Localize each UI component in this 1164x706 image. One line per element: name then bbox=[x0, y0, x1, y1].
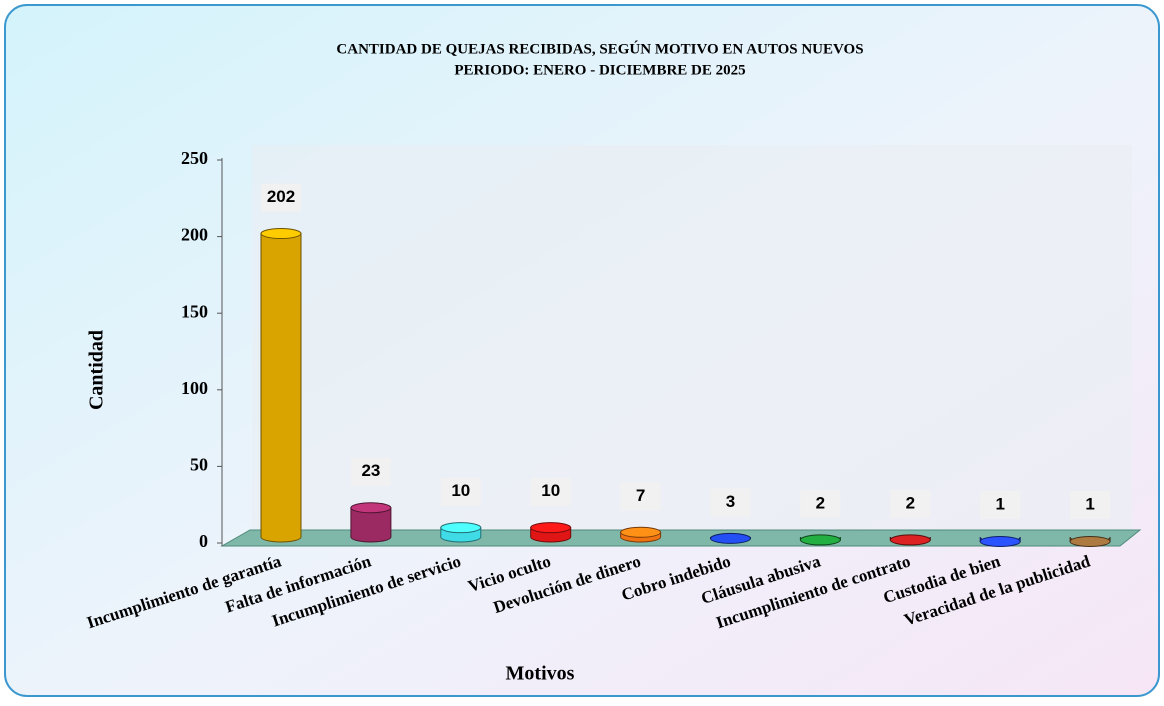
value-label: 2 bbox=[816, 493, 825, 512]
y-tick-label: 0 bbox=[199, 531, 208, 551]
value-label-box bbox=[800, 489, 841, 518]
bar bbox=[530, 522, 572, 543]
bar-cap bbox=[1069, 535, 1111, 547]
bar bbox=[889, 534, 931, 546]
value-label-box bbox=[440, 477, 481, 506]
bar bbox=[260, 228, 302, 543]
bar-cap bbox=[979, 535, 1021, 547]
bar-cap bbox=[350, 502, 392, 514]
y-tick-label: 100 bbox=[181, 378, 208, 398]
value-label-box bbox=[1070, 491, 1111, 519]
value-label-box bbox=[530, 477, 571, 506]
value-label-box bbox=[710, 488, 751, 517]
bar bbox=[350, 502, 392, 543]
bar-cap bbox=[620, 526, 662, 538]
value-label: 7 bbox=[636, 486, 645, 505]
plot-area bbox=[252, 145, 1132, 530]
bar-cap bbox=[260, 228, 302, 240]
bar-cap bbox=[889, 534, 931, 546]
value-label-box bbox=[890, 489, 931, 518]
y-axis-label: Cantidad bbox=[86, 330, 108, 410]
bar-body bbox=[350, 507, 392, 543]
value-label: 2 bbox=[906, 493, 915, 512]
value-label-box bbox=[620, 482, 661, 511]
bar-cap bbox=[440, 522, 482, 534]
bar-cap bbox=[710, 532, 751, 544]
value-label-box bbox=[261, 183, 301, 212]
value-label-box bbox=[980, 491, 1021, 519]
y-tick-label: 150 bbox=[181, 301, 208, 321]
bar-body bbox=[260, 233, 302, 543]
value-label: 1 bbox=[995, 494, 1004, 513]
y-tick-label: 250 bbox=[181, 148, 208, 168]
value-label: 3 bbox=[726, 492, 735, 511]
bar-cap bbox=[799, 534, 841, 546]
bar bbox=[1069, 535, 1111, 547]
bar-cap bbox=[530, 522, 572, 534]
value-label: 10 bbox=[541, 481, 560, 500]
x-axis-label: Motivos bbox=[506, 663, 575, 685]
y-tick-label: 50 bbox=[190, 455, 208, 475]
bar bbox=[710, 532, 751, 544]
value-label: 1 bbox=[1085, 494, 1094, 513]
y-tick-label: 200 bbox=[181, 225, 208, 245]
chart-subtitle: PERIODO: ENERO - DICIEMBRE DE 2025 bbox=[454, 62, 745, 78]
value-label-box bbox=[350, 457, 391, 486]
value-label: 202 bbox=[267, 187, 295, 206]
value-label: 10 bbox=[451, 481, 470, 500]
value-label: 23 bbox=[361, 461, 380, 480]
chart-title: CANTIDAD DE QUEJAS RECIBIDAS, SEGÚN MOTI… bbox=[336, 40, 863, 57]
bar bbox=[440, 522, 482, 543]
bar bbox=[620, 526, 662, 543]
bar bbox=[979, 535, 1021, 547]
bar bbox=[799, 534, 841, 546]
